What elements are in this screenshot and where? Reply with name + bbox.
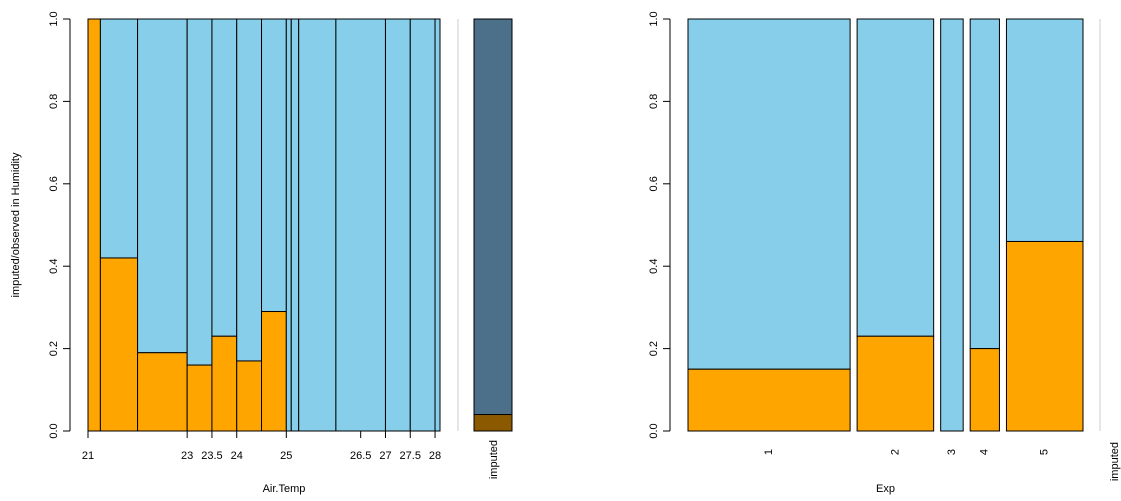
observed-segment: [687, 18, 851, 370]
y-tick-label: 0.6: [48, 176, 60, 191]
x-tick-label: 21: [82, 450, 94, 462]
y-tick-label: 0.4: [648, 259, 660, 274]
left-missing-bar: [473, 18, 513, 432]
observed-segment: [434, 18, 441, 432]
imputed-segment: [99, 257, 139, 432]
y-tick-label: 0.0: [48, 423, 60, 438]
observed-segment: [940, 18, 964, 432]
imputed-segment: [856, 335, 935, 432]
observed-segment: [335, 18, 386, 432]
observed-segment: [298, 18, 337, 432]
imputed-segment: [261, 311, 287, 432]
left-y-axis-label: imputed/observed in Humidity: [10, 152, 22, 297]
x-tick-label: 23: [181, 450, 193, 462]
right-spineplot: 0.0 0.2 0.4 0.6 0.8 1.0 1 2 3 4 5 Exp imputed: [648, 11, 1121, 495]
imputed-segment: [687, 368, 851, 432]
missing-imputed-segment: [473, 414, 513, 432]
y-tick-label: 0.4: [48, 259, 60, 274]
right-missing-label: imputed: [1109, 442, 1121, 481]
x-category-label: 5: [1039, 449, 1051, 455]
imputed-segment: [87, 18, 101, 432]
imputed-segment: [236, 360, 263, 432]
imputed-segment: [969, 348, 1000, 432]
left-spineplot: 0.0 0.2 0.4 0.6 0.8 1.0 21 23 23.5 24 25 26.5 27 27.…: [10, 11, 513, 495]
x-tick-label: 24: [231, 450, 243, 462]
x-tick-label: 23.5: [201, 450, 222, 462]
observed-segment: [290, 18, 300, 432]
right-y-axis: 0.0 0.2 0.4 0.6 0.8 1.0: [648, 11, 671, 439]
observed-segment: [236, 18, 263, 362]
x-category-label: 1: [763, 449, 775, 455]
right-x-axis: 1 2 3 4 5: [763, 449, 1051, 455]
y-tick-label: 0.0: [648, 423, 660, 438]
observed-segment: [137, 18, 188, 354]
y-tick-label: 1.0: [48, 11, 60, 26]
x-tick-label: 27.5: [400, 450, 421, 462]
observed-segment: [186, 18, 213, 366]
y-tick-label: 0.8: [648, 94, 660, 109]
observed-segment: [409, 18, 436, 432]
x-tick-label: 28: [429, 450, 441, 462]
missing-observed-segment: [473, 18, 513, 416]
y-tick-label: 0.6: [648, 176, 660, 191]
observed-segment: [261, 18, 287, 313]
observed-segment: [969, 18, 1000, 350]
x-tick-label: 26.5: [350, 450, 371, 462]
x-category-label: 2: [889, 449, 901, 455]
left-y-axis: 0.0 0.2 0.4 0.6 0.8 1.0: [48, 11, 71, 439]
left-x-axis: 21 23 23.5 24 25 26.5 27 27.5 28: [82, 430, 441, 462]
left-missing-label: imputed: [488, 440, 500, 479]
imputed-segment: [211, 335, 238, 432]
y-tick-label: 0.2: [648, 341, 660, 356]
y-tick-label: 0.2: [48, 341, 60, 356]
right-bars: [687, 18, 1084, 432]
y-tick-label: 0.8: [48, 94, 60, 109]
imputed-segment: [186, 364, 213, 432]
x-tick-label: 25: [280, 450, 292, 462]
observed-segment: [285, 18, 292, 432]
observed-segment: [1005, 18, 1084, 242]
observed-segment: [384, 18, 411, 432]
observed-segment: [99, 18, 139, 259]
x-category-label: 4: [979, 449, 991, 455]
left-x-axis-label: Air.Temp: [263, 483, 306, 495]
observed-segment: [211, 18, 238, 337]
imputed-segment: [1005, 240, 1084, 432]
left-bars: [87, 18, 441, 432]
x-tick-label: 27: [379, 450, 391, 462]
y-tick-label: 1.0: [648, 11, 660, 26]
imputed-segment: [137, 352, 188, 432]
right-x-axis-label: Exp: [876, 483, 895, 495]
x-category-label: 3: [946, 449, 958, 455]
observed-segment: [856, 18, 935, 337]
